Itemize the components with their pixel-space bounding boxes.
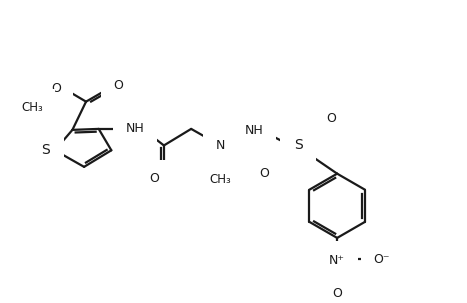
Text: S: S — [294, 138, 303, 152]
Text: O: O — [326, 112, 336, 125]
Text: O: O — [259, 167, 269, 180]
Text: CH₃: CH₃ — [210, 173, 231, 186]
Text: N⁺: N⁺ — [329, 254, 345, 267]
Text: N: N — [216, 139, 225, 152]
Text: O: O — [332, 287, 342, 300]
Text: NH: NH — [125, 122, 144, 135]
Text: O: O — [149, 172, 159, 185]
Text: O: O — [113, 78, 123, 92]
Text: O⁻: O⁻ — [373, 253, 389, 266]
Text: NH: NH — [245, 124, 264, 137]
Text: O: O — [51, 82, 61, 95]
Text: CH₃: CH₃ — [21, 101, 43, 114]
Text: S: S — [41, 143, 50, 157]
